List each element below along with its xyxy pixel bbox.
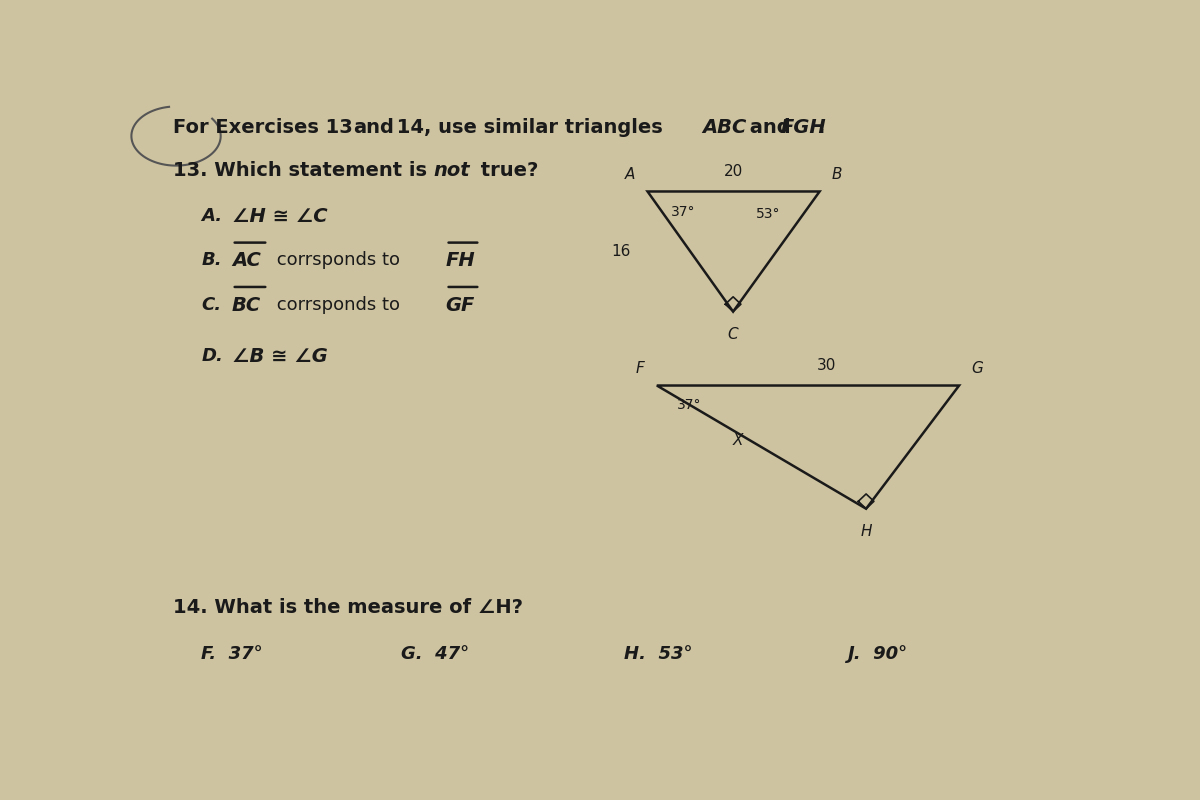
Text: C: C [727,327,738,342]
Text: 13. Which statement is: 13. Which statement is [173,161,434,180]
Text: B: B [832,167,842,182]
Text: not: not [433,161,470,180]
Text: BC: BC [232,295,260,314]
Text: 20: 20 [724,164,743,179]
Text: FH: FH [445,251,475,270]
Text: A.: A. [202,207,222,225]
Text: corrsponds to: corrsponds to [271,295,406,314]
Text: 30: 30 [817,358,836,373]
Text: F: F [636,362,644,376]
Text: A: A [625,167,636,182]
Text: H: H [860,524,872,539]
Text: G.  47°: G. 47° [401,646,469,663]
Text: For Exercises 13: For Exercises 13 [173,118,360,137]
Text: ABC: ABC [702,118,746,137]
Text: G: G [971,362,983,376]
Text: ∠B ≅ ∠G: ∠B ≅ ∠G [232,347,328,366]
Text: C.: C. [202,295,221,314]
Text: 53°: 53° [756,207,781,221]
Text: FGH: FGH [780,118,827,137]
Text: 37°: 37° [677,398,702,412]
Text: and: and [353,118,394,137]
Text: H.  53°: H. 53° [624,646,692,663]
Text: B.: B. [202,251,222,270]
Text: true?: true? [474,161,538,180]
Text: .: . [817,118,826,137]
Text: F.  37°: F. 37° [202,646,263,663]
Text: corrsponds to: corrsponds to [271,251,406,270]
Text: 14, use similar triangles: 14, use similar triangles [390,118,670,137]
Text: X: X [732,434,743,449]
Text: ∠H ≅ ∠C: ∠H ≅ ∠C [232,207,328,226]
Text: 14. What is the measure of ∠H?: 14. What is the measure of ∠H? [173,598,523,617]
Text: and: and [743,118,798,137]
Text: D.: D. [202,347,223,366]
Text: 16: 16 [612,244,631,259]
Text: GF: GF [445,295,475,314]
Text: AC: AC [232,251,260,270]
Text: 37°: 37° [671,205,695,219]
Text: J.  90°: J. 90° [847,646,907,663]
